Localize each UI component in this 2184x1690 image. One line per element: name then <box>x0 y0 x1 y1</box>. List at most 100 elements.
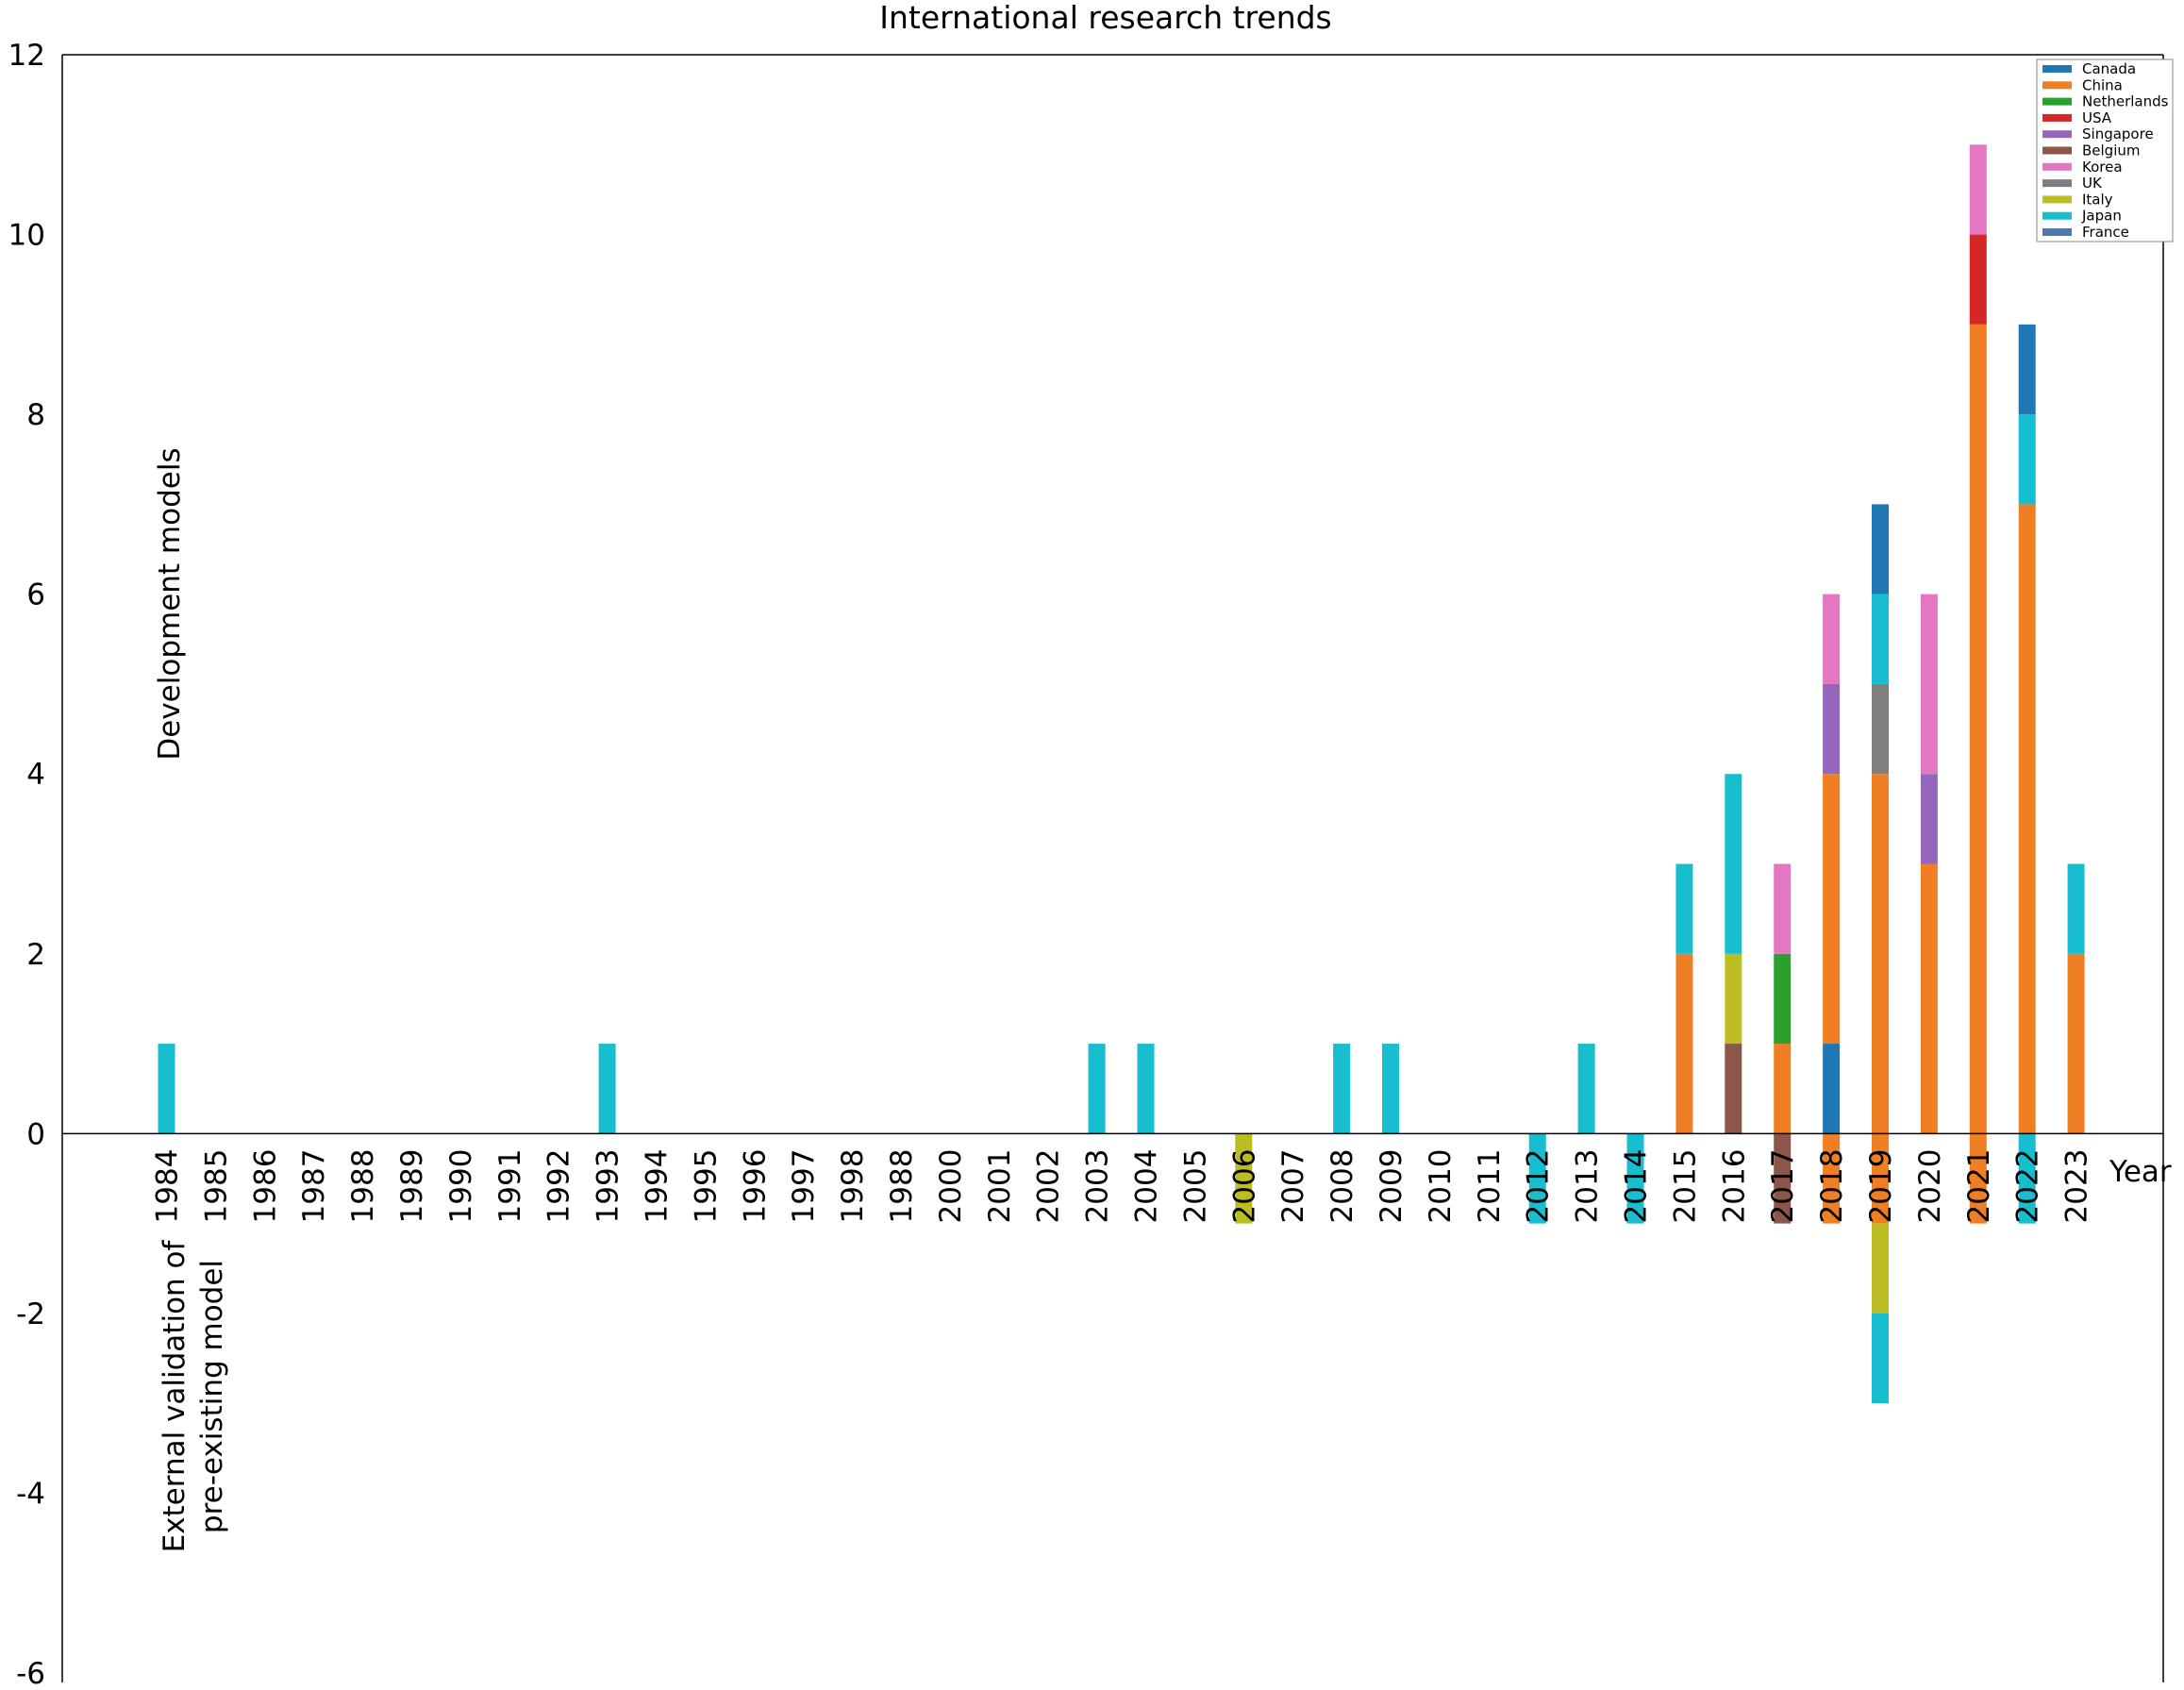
bar-segment-2021-usa <box>1969 234 1987 325</box>
bar-segment-2019-uk <box>1872 683 1889 775</box>
x-tick-label: 2010 <box>1424 1149 1458 1224</box>
bar-segment-2021-china <box>1969 1133 1987 1224</box>
bar-segment-2023-china <box>2067 953 2085 1134</box>
bar-segment-2014-japan <box>1626 1133 1644 1224</box>
x-tick-label: 1988 <box>346 1149 380 1224</box>
legend-swatch-canada <box>2042 65 2072 73</box>
y-axis-label-upper: Development models <box>153 447 187 760</box>
y-tick-label: 6 <box>26 578 45 612</box>
legend-label-korea: Korea <box>2082 159 2123 176</box>
x-tick-label: 2011 <box>1473 1149 1507 1224</box>
x-tick-label: 2013 <box>1571 1149 1605 1224</box>
y-tick-label: 10 <box>8 219 45 253</box>
legend-label-canada: Canada <box>2082 60 2136 77</box>
bar-segment-2015-china <box>1676 953 1693 1134</box>
bar-segment-1984-japan <box>158 1044 175 1134</box>
legend-swatch-netherlands <box>2042 97 2072 106</box>
x-tick-label: 1986 <box>248 1149 282 1224</box>
y-tick-label: 0 <box>26 1117 45 1151</box>
x-tick-label: 2004 <box>1130 1149 1164 1224</box>
x-axis-label: Year <box>2109 1155 2172 1189</box>
bar-segment-2018-china <box>1823 774 1841 1045</box>
bar-segment-2017-netherlands <box>1774 953 1792 1045</box>
x-tick-label: 2006 <box>1227 1149 1261 1224</box>
x-tick-label: 1995 <box>689 1149 723 1224</box>
bar-segment-2019-china <box>1872 774 1889 1134</box>
y-tick-label: 12 <box>8 39 45 73</box>
bar-segment-2022-china <box>2018 504 2036 1134</box>
x-tick-label: 1984 <box>151 1149 185 1224</box>
x-tick-label: 2005 <box>1178 1149 1212 1224</box>
legend-swatch-singapore <box>2042 130 2072 139</box>
bar-segment-2012-japan <box>1528 1133 1546 1224</box>
x-tick-label: 1987 <box>297 1149 331 1224</box>
y-tick-label: -6 <box>16 1657 45 1690</box>
legend-label-belgium: Belgium <box>2082 142 2141 159</box>
y-axis-label-lower-line1: External validation of <box>158 1239 192 1552</box>
legend-label-china: China <box>2082 76 2123 93</box>
bar-segment-2019-canada <box>1872 504 1889 594</box>
x-tick-label: 2008 <box>1325 1149 1359 1224</box>
bar-segment-2018-canada <box>1823 1044 1841 1134</box>
x-tick-label: 1997 <box>787 1149 821 1224</box>
legend-label-singapore: Singapore <box>2082 125 2154 142</box>
legend-label-italy: Italy <box>2082 191 2113 208</box>
x-tick-label: 2017 <box>1766 1149 1800 1224</box>
legend-swatch-uk <box>2042 179 2072 188</box>
bar-segment-2019-china <box>1872 1133 1889 1224</box>
y-axis-label-lower-line2: pre-existing model <box>195 1260 229 1533</box>
bar-segment-2006-italy <box>1235 1133 1253 1224</box>
bar-segment-2015-japan <box>1676 863 1693 954</box>
bar-segment-2013-japan <box>1577 1044 1595 1134</box>
x-tick-label: 2012 <box>1522 1149 1556 1224</box>
bar-segment-2020-singapore <box>1920 774 1938 864</box>
legend-swatch-japan <box>2042 211 2072 220</box>
bar-segment-2017-korea <box>1774 863 1792 954</box>
x-tick-label: 1992 <box>542 1149 576 1224</box>
bar-segment-2017-china <box>1774 1044 1792 1134</box>
bar-segment-2004-japan <box>1137 1044 1155 1134</box>
bar-segment-2019-japan <box>1872 594 1889 684</box>
legend-label-france: France <box>2082 224 2129 241</box>
legend-swatch-china <box>2042 81 2072 90</box>
bar-segment-2023-japan <box>2067 863 2085 954</box>
legend-swatch-france <box>2042 228 2072 236</box>
y-tick-label: -4 <box>16 1477 45 1511</box>
x-tick-label: 2000 <box>934 1149 968 1224</box>
bar-segment-2022-japan <box>2018 1133 2036 1224</box>
x-tick-label: 2007 <box>1276 1149 1310 1224</box>
x-tick-label: 1994 <box>641 1149 675 1224</box>
chart-title: International research trends <box>879 0 1332 36</box>
legend-label-netherlands: Netherlands <box>2082 93 2169 110</box>
legend-swatch-korea <box>2042 162 2072 171</box>
x-tick-label: 1991 <box>493 1149 527 1224</box>
x-tick-label: 2022 <box>2011 1149 2045 1224</box>
x-tick-label: 2021 <box>1962 1149 1996 1224</box>
x-tick-label: 2020 <box>1913 1149 1947 1224</box>
x-tick-label: 1988 <box>885 1149 919 1224</box>
y-axis: 12 10 8 6 4 2 0 -2 -4 -6 <box>8 39 2164 1690</box>
bar-segment-2017-belgium <box>1774 1133 1792 1224</box>
bar-segment-2020-china <box>1920 863 1938 1134</box>
x-tick-label: 1996 <box>738 1149 772 1224</box>
bar-segment-1993-japan <box>598 1044 616 1134</box>
legend-label-usa: USA <box>2082 109 2112 126</box>
x-tick-label: 1998 <box>836 1149 870 1224</box>
y-tick-label: -2 <box>16 1297 45 1331</box>
bar-segment-2021-korea <box>1969 144 1987 235</box>
x-tick-label: 1985 <box>199 1149 233 1224</box>
x-tick-label: 1989 <box>395 1149 429 1224</box>
x-tick-label: 1990 <box>444 1149 478 1224</box>
bar-segment-2008-japan <box>1333 1044 1351 1134</box>
bar-segment-2022-canada <box>2018 324 2036 415</box>
x-tick-label: 2001 <box>983 1149 1017 1224</box>
bar-segment-2016-italy <box>1725 953 1742 1045</box>
bar-segment-2018-singapore <box>1823 683 1841 775</box>
bar-segment-2020-korea <box>1920 594 1938 775</box>
bar-segment-2016-japan <box>1725 774 1742 954</box>
x-tick-label: 2018 <box>1815 1149 1849 1224</box>
x-tick-label: 2015 <box>1668 1149 1702 1224</box>
x-tick-label: 2002 <box>1032 1149 1066 1224</box>
x-tick-label: 1993 <box>592 1149 625 1224</box>
bar-segment-2018-korea <box>1823 594 1841 684</box>
